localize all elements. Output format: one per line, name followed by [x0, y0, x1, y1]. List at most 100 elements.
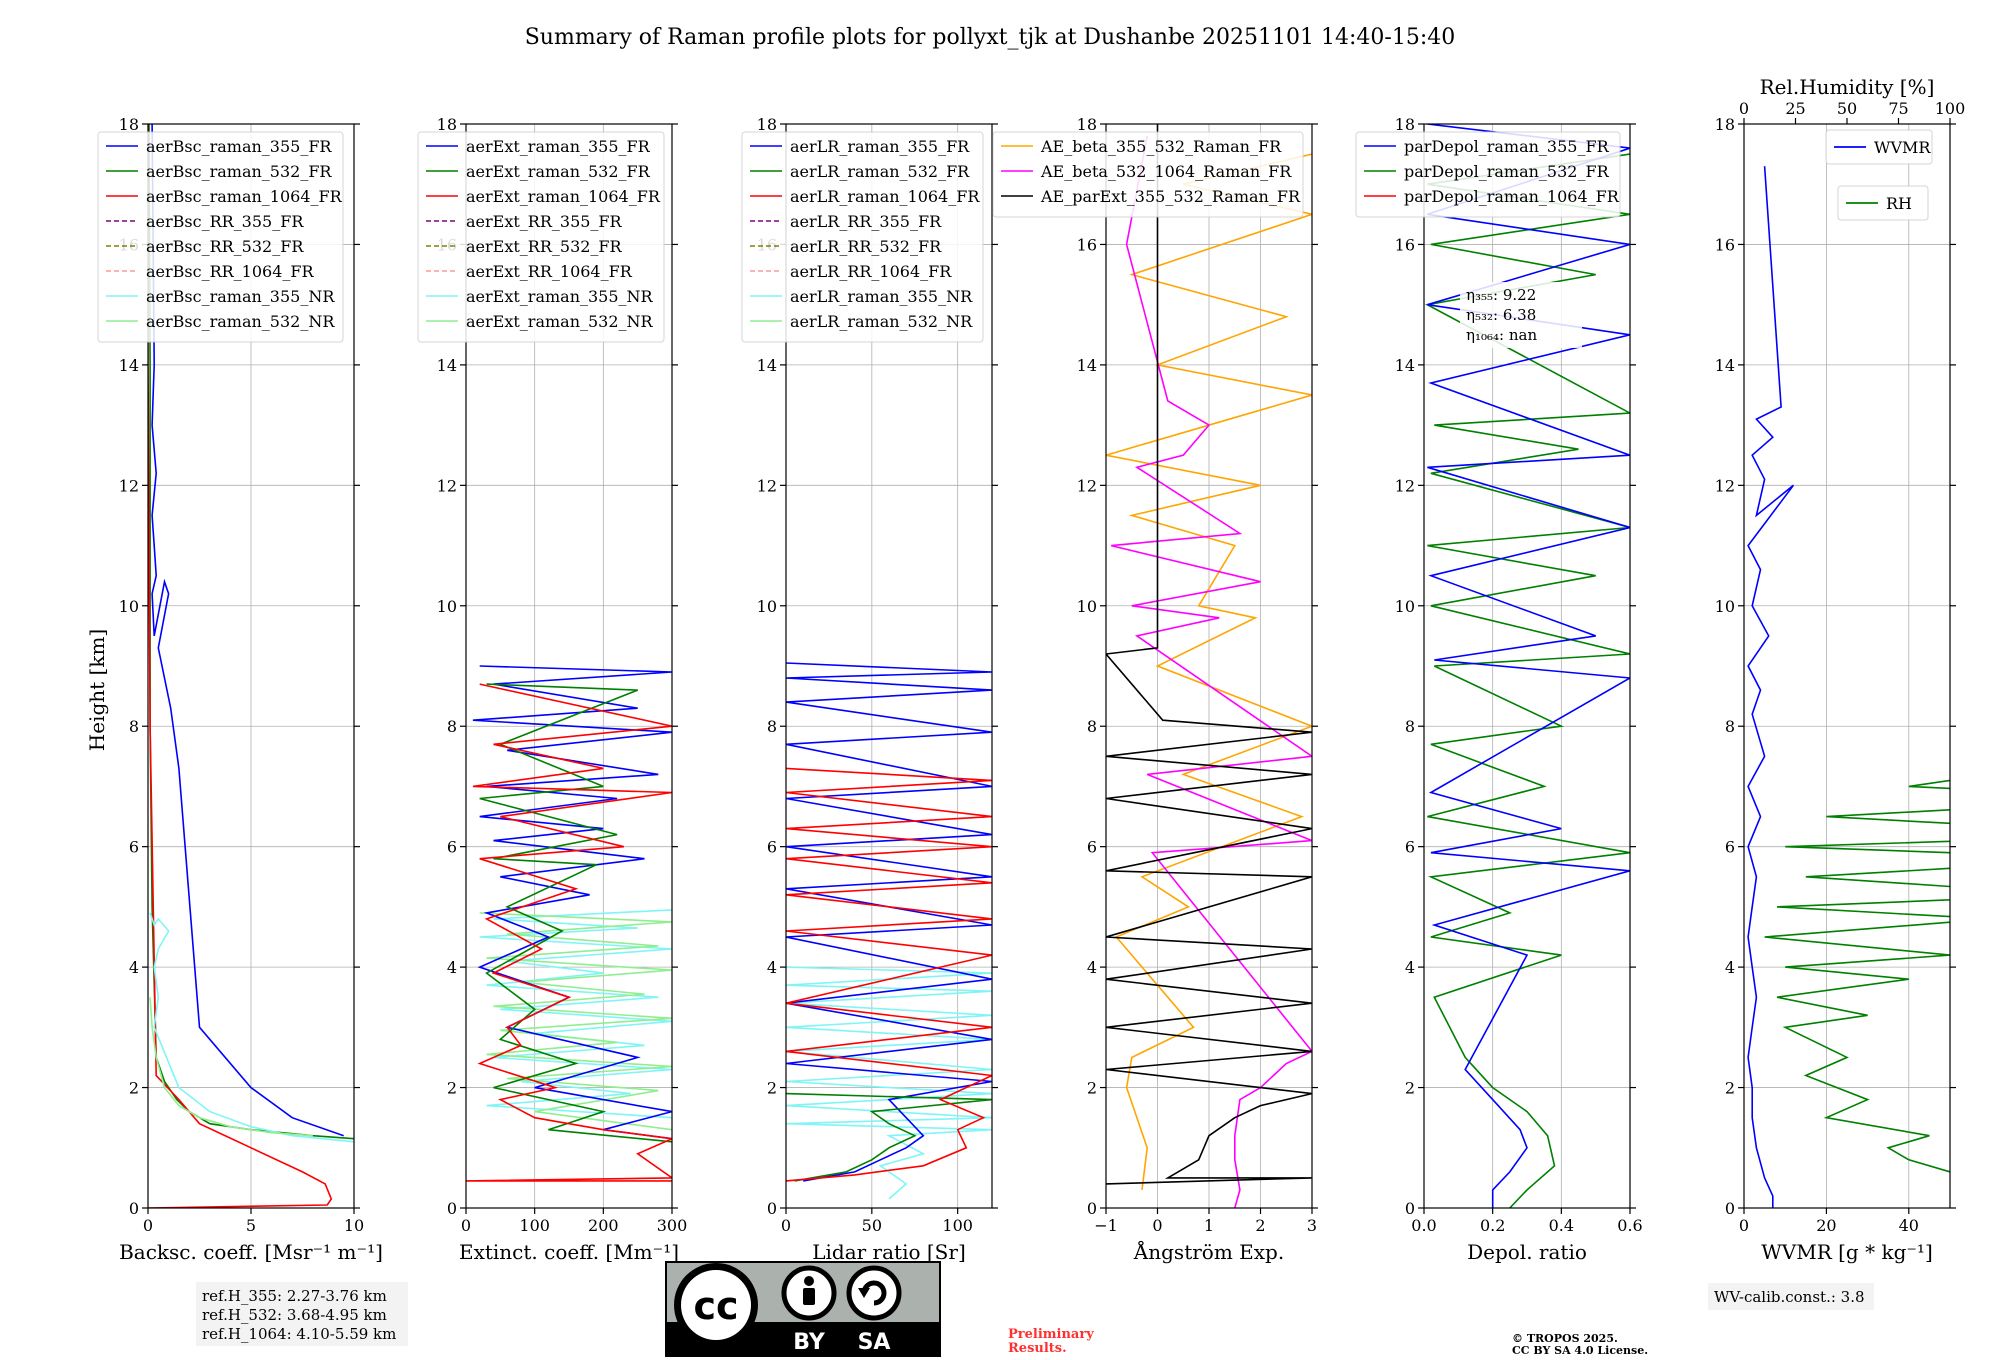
x-axis-label: Extinct. coeff. [Mm⁻¹] [459, 1240, 679, 1264]
panel-frame [1423, 123, 1631, 1209]
x-tick-label: 0.2 [1480, 1216, 1505, 1235]
x-axis-label: Depol. ratio [1467, 1240, 1587, 1264]
y-tick-label: 12 [437, 476, 457, 495]
x-tick-label: 5 [246, 1216, 256, 1235]
legend-label: aerBsc_raman_532_NR [146, 312, 335, 331]
y-tick-label: 2 [1405, 1079, 1415, 1098]
series-line-aerExt_raman_1064_FR [466, 683, 672, 1182]
top-x-axis-label: Rel.Humidity [%] [1760, 75, 1935, 99]
figure-title: Summary of Raman profile plots for polly… [525, 25, 1456, 50]
series-line-aerLR_raman_1064_FR [786, 767, 992, 1182]
y-tick-label: 6 [1405, 838, 1415, 857]
x-tick-label: 2 [1255, 1216, 1265, 1235]
series-line-aerExt_raman_532_FR [479, 683, 672, 1143]
series-line-aerLR_raman_355_NR [786, 966, 992, 1200]
legend-label: aerExt_raman_532_FR [466, 162, 651, 181]
series-line-aerBsc_raman_532_NR [149, 997, 313, 1137]
legend-label: aerLR_RR_1064_FR [790, 262, 952, 281]
x-tick-label: 0 [1739, 1216, 1749, 1235]
y-tick-label: 4 [1405, 958, 1415, 977]
copyright-line-2: CC BY SA 4.0 License. [1512, 1344, 1648, 1357]
eta-value: η₅₃₂: 6.38 [1466, 306, 1536, 324]
y-tick-label: 0 [1087, 1199, 1097, 1218]
legend-label: aerBsc_raman_355_NR [146, 287, 335, 306]
top-x-tick-label: 50 [1837, 99, 1857, 118]
legend-label: WVMR [1874, 138, 1931, 157]
y-tick-label: 14 [757, 356, 777, 375]
y-tick-label: 0 [447, 1199, 457, 1218]
series-line-aerBsc_raman_355_NR [149, 912, 354, 1143]
wv-calib-box: WV-calib.const.: 3.8 [1708, 1283, 1874, 1310]
legend-lr: aerLR_raman_355_FR aerLR_raman_532_FR aerL… [741, 131, 984, 343]
y-tick-label: 10 [119, 597, 139, 616]
legend-label: aerLR_raman_532_FR [790, 162, 970, 181]
y-tick-label: 4 [1725, 958, 1735, 977]
x-tick-label: 0.4 [1549, 1216, 1574, 1235]
series-line-AE_parExt_355_532_Raman_FR [1106, 124, 1312, 1185]
y-tick-label: 12 [1715, 476, 1735, 495]
sa-arrow-icon [861, 1280, 887, 1306]
panel-series [786, 662, 992, 1200]
x-tick-label: 0.0 [1411, 1216, 1436, 1235]
wv-calib-const: WV-calib.const.: 3.8 [1714, 1288, 1865, 1306]
y-tick-label: 12 [1077, 476, 1097, 495]
panel-series [466, 665, 672, 1182]
y-tick-label: 18 [119, 115, 139, 134]
y-tick-label: 8 [767, 717, 777, 736]
y-tick-label: 18 [1715, 115, 1735, 134]
y-tick-label: 10 [437, 597, 457, 616]
ref-height-355: ref.H_355: 2.27-3.76 km [202, 1287, 387, 1305]
x-tick-label: 20 [1816, 1216, 1836, 1235]
panel-frame [1743, 123, 1951, 1209]
legend-box [1355, 131, 1621, 218]
x-tick-label: 10 [344, 1216, 364, 1235]
top-x-tick-label: 100 [1935, 99, 1966, 118]
x-axis-label: Backsc. coeff. [Msr⁻¹ m⁻¹] [119, 1240, 383, 1264]
x-tick-label: 0 [1152, 1216, 1162, 1235]
legend-label: aerExt_RR_1064_FR [466, 262, 633, 281]
legend-box [417, 131, 665, 343]
series-line-aerExt_raman_355_NR [479, 909, 672, 1119]
y-tick-label: 4 [447, 958, 457, 977]
legend-label: aerBsc_RR_1064_FR [146, 262, 315, 281]
y-tick-label: 6 [1725, 838, 1735, 857]
series-line-aerLR_raman_355_FR [786, 662, 992, 1182]
legend-label: aerLR_RR_355_FR [790, 212, 942, 231]
legend-box [1837, 185, 1929, 221]
legend-ext: aerExt_raman_355_FR aerExt_raman_532_FRae… [417, 131, 665, 343]
y-tick-label: 8 [1725, 717, 1735, 736]
panel-grid [1743, 123, 1950, 1209]
preliminary-label-1: Preliminary [1008, 1327, 1094, 1342]
y-tick-label: 2 [767, 1079, 777, 1098]
series-line-AE_beta_355_532_Raman_FR [1106, 153, 1312, 1190]
y-tick-label: 16 [1077, 235, 1097, 254]
y-tick-label: 0 [1405, 1199, 1415, 1218]
y-tick-label: 14 [1715, 356, 1735, 375]
legend-RH: RH [1837, 185, 1929, 221]
legend-WVMR: WVMR [1825, 129, 1933, 165]
y-tick-label: 18 [1077, 115, 1097, 134]
legend-label: RH [1886, 194, 1912, 213]
x-tick-label: −1 [1094, 1216, 1118, 1235]
y-tick-label: 14 [119, 356, 139, 375]
license-sa-label: SA [858, 1330, 891, 1355]
legend-label: parDepol_raman_355_FR [1404, 137, 1610, 156]
y-tick-label: 18 [437, 115, 457, 134]
ref-height-532: ref.H_532: 3.68-4.95 km [202, 1306, 387, 1324]
legend-label: aerExt_raman_355_FR [466, 137, 651, 156]
copyright-line-1: © TROPOS 2025. [1512, 1332, 1618, 1345]
sa-arrow-head-icon [858, 1288, 870, 1298]
y-tick-label: 6 [447, 838, 457, 857]
legend-label: aerExt_RR_532_FR [466, 237, 623, 256]
legend-label: aerBsc_raman_532_FR [146, 162, 332, 181]
x-tick-label: 100 [942, 1216, 973, 1235]
y-tick-label: 0 [767, 1199, 777, 1218]
y-tick-label: 0 [1725, 1199, 1735, 1218]
legend-label: AE_beta_532_1064_Raman_FR [1040, 162, 1292, 181]
eta-value: η₃₅₅: 9.22 [1466, 286, 1536, 304]
legend-box [97, 131, 344, 343]
x-axis-label: Lidar ratio [Sr] [812, 1240, 966, 1264]
series-line-aerBsc_raman_355_FR [151, 124, 344, 1137]
x-tick-label: 300 [657, 1216, 688, 1235]
